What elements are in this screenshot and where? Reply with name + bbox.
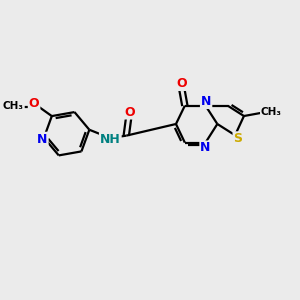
- Text: N: N: [37, 133, 48, 146]
- Text: CH₃: CH₃: [261, 107, 282, 117]
- Text: N: N: [201, 95, 211, 108]
- Text: NH: NH: [100, 133, 121, 146]
- Text: CH₃: CH₃: [3, 101, 24, 111]
- Text: O: O: [124, 106, 135, 118]
- Text: O: O: [29, 97, 39, 110]
- Text: S: S: [233, 132, 242, 145]
- Text: N: N: [200, 141, 211, 154]
- Text: O: O: [176, 77, 187, 90]
